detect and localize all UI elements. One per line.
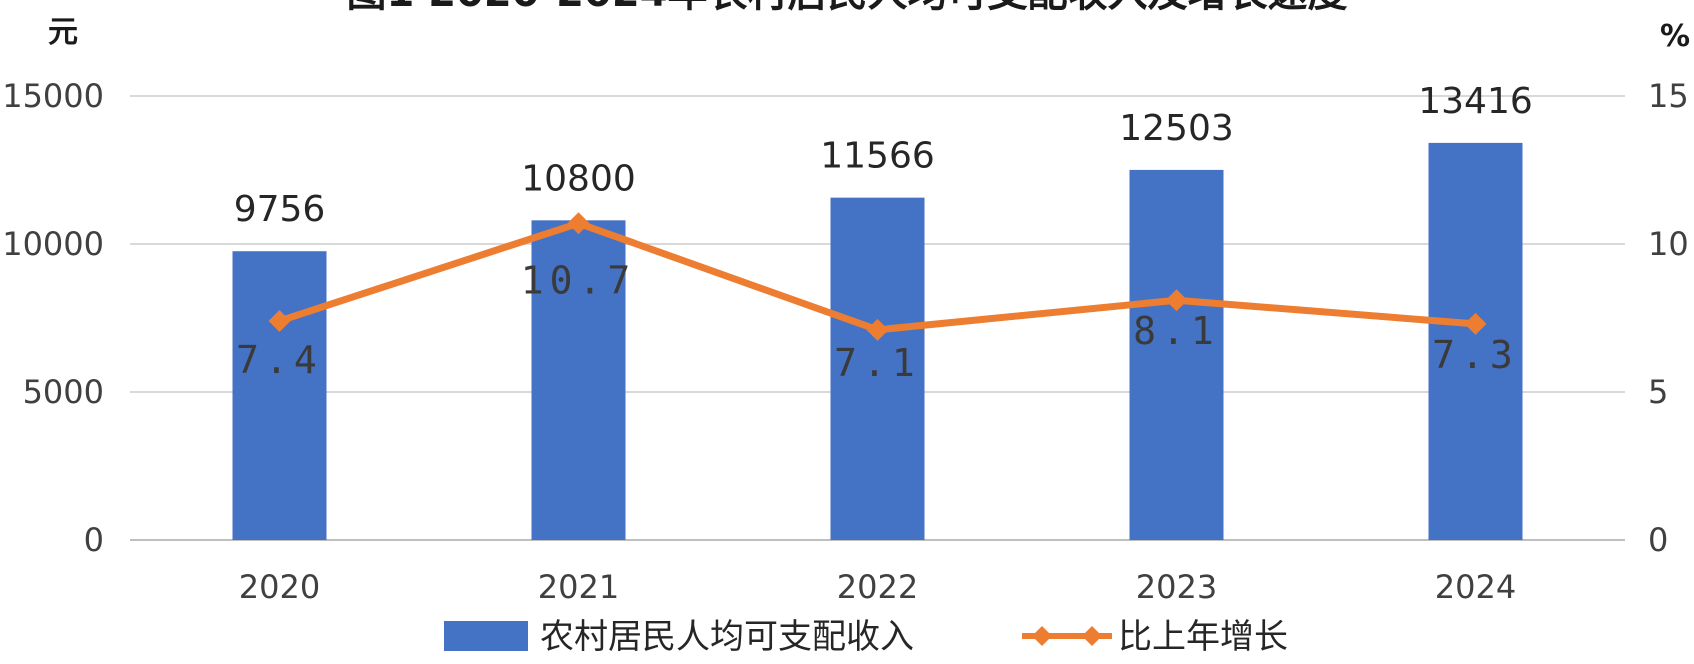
bar-value-label: 9756	[234, 189, 326, 230]
right-tick-label: 5	[1648, 373, 1668, 411]
line-value-label: 10.7	[521, 258, 637, 302]
legend-line-label: 比上年增长	[1118, 617, 1288, 657]
legend-line-marker-left	[1032, 626, 1052, 646]
line-value-label: 7.3	[1432, 333, 1519, 377]
right-axis-unit: %	[1660, 19, 1690, 54]
right-tick-label: 10	[1648, 225, 1689, 263]
right-axis-ticks: 0 5 10 15	[1648, 77, 1689, 559]
left-axis-ticks: 0 5000 10000 15000	[2, 77, 104, 559]
line-value-label: 8.1	[1133, 309, 1220, 353]
bar	[232, 251, 327, 540]
x-axis-ticks: 2020 2021 2022 2023 2024	[239, 568, 1516, 606]
bar	[531, 220, 626, 540]
bar-series	[232, 142, 1523, 540]
left-axis-unit: 元	[48, 15, 78, 50]
left-tick-label: 5000	[23, 373, 104, 411]
bar-value-label: 11566	[820, 136, 935, 177]
line-data-labels: 7.4 10.7 7.1 8.1 7.3	[236, 258, 1519, 385]
line-marker	[268, 309, 291, 332]
left-tick-label: 10000	[2, 225, 104, 263]
line-marker	[866, 318, 889, 341]
bar-data-labels: 9756 10800 11566 12503 13416	[234, 81, 1533, 230]
bar-value-label: 10800	[521, 158, 636, 199]
left-tick-label: 15000	[2, 77, 104, 115]
left-tick-label: 0	[84, 521, 104, 559]
line-marker	[567, 212, 590, 235]
bar-value-label: 12503	[1119, 108, 1234, 149]
x-tick-label: 2022	[837, 568, 918, 606]
right-tick-label: 15	[1648, 77, 1689, 115]
legend-bar-label: 农村居民人均可支配收入	[540, 617, 914, 657]
line-series	[268, 212, 1487, 341]
right-tick-label: 0	[1648, 521, 1668, 559]
line-value-label: 7.1	[834, 341, 921, 385]
x-tick-label: 2020	[239, 568, 320, 606]
x-tick-label: 2024	[1435, 568, 1516, 606]
x-tick-label: 2023	[1136, 568, 1217, 606]
line-value-label: 7.4	[236, 338, 323, 382]
line-marker	[1464, 312, 1487, 335]
legend-bar-swatch	[444, 621, 528, 651]
chart-title: 图1 2020-2024年农村居民人均可支配收入及增长速度	[346, 0, 1347, 16]
legend-line-marker-right	[1082, 626, 1102, 646]
line-marker	[1165, 289, 1188, 312]
bar-value-label: 13416	[1418, 81, 1533, 122]
bar	[1129, 169, 1224, 540]
bar	[1428, 142, 1523, 540]
legend: 农村居民人均可支配收入 比上年增长	[444, 617, 1288, 657]
bar	[830, 197, 925, 540]
x-tick-label: 2021	[538, 568, 619, 606]
